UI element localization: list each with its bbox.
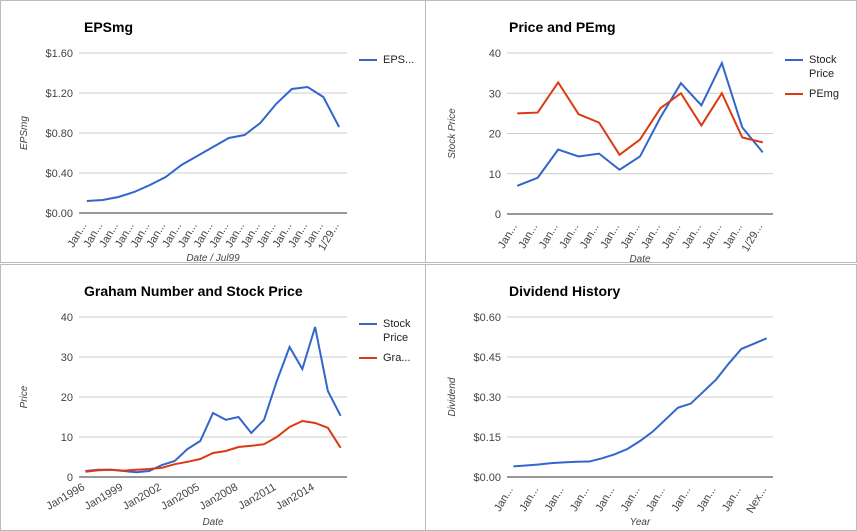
y-tick-label: $0.15 [473, 432, 501, 444]
x-tick-label: Jan... [644, 485, 668, 514]
legend-label: Gra... [383, 352, 411, 364]
legend-item: Gra... [359, 351, 423, 365]
x-tick-label: Jan... [593, 485, 617, 514]
y-axis-title: Stock Price [447, 108, 458, 159]
x-tick-label: Jan1996 [44, 481, 87, 513]
y-tick-label: $1.60 [45, 48, 73, 60]
y-tick-label: $1.20 [45, 88, 73, 100]
legend: Stock Price PEmg [785, 53, 849, 107]
y-tick-label: 40 [61, 312, 73, 324]
y-tick-label: $0.00 [45, 208, 73, 220]
legend-label: Stock Price [809, 54, 837, 80]
chart: Graham Number and Stock Price 0 10 20 30 40 Ja… [19, 283, 347, 528]
y-axis-title: EPSmg [19, 116, 30, 150]
y-axis-title: Price [19, 385, 30, 408]
x-tick-label: Jan... [669, 485, 693, 514]
legend-swatch [785, 93, 803, 95]
y-tick-label: 10 [61, 432, 73, 444]
series-line [86, 85, 341, 202]
legend-label: EPS... [383, 54, 415, 66]
legend-item: PEmg [785, 87, 849, 101]
chart-panel: Dividend History $0.00 $0.15 $0.30 $0.45 $0.6… [425, 264, 857, 531]
series-line [517, 80, 763, 157]
x-tick-label: Jan... [516, 222, 540, 251]
legend-swatch [359, 357, 377, 359]
series-line [513, 337, 768, 468]
x-tick-label: Jan... [543, 485, 567, 514]
y-tick-label: $0.40 [45, 168, 73, 180]
series-line [516, 60, 764, 187]
legend-item: Stock Price [785, 53, 849, 81]
x-axis-title: Date / Jul99 [186, 253, 240, 262]
legend-item: Stock Price [359, 317, 423, 345]
x-tick-label: Jan2014 [274, 481, 317, 513]
x-axis-title: Date [629, 254, 651, 262]
y-tick-label: $0.45 [473, 352, 501, 364]
y-axis-title: Dividend [447, 377, 458, 416]
x-tick-label: Jan... [660, 222, 684, 251]
series-line [85, 419, 342, 473]
chart: EPSmg$0.00$0.40$0.80$1.20$1.60Jan...Jan.… [19, 19, 347, 262]
x-tick-label: Jan... [695, 485, 719, 514]
x-tick-label: Jan2008 [197, 481, 240, 513]
x-tick-label: Jan2005 [159, 481, 202, 513]
y-tick-label: 10 [489, 169, 501, 181]
x-tick-label: Jan... [517, 485, 541, 514]
series-line [85, 326, 342, 474]
chart-title: Price and PEmg [509, 19, 616, 35]
x-tick-label: Jan... [598, 222, 622, 251]
chart-title: Dividend History [509, 283, 620, 299]
y-tick-label: 20 [489, 129, 501, 141]
x-tick-label: Jan... [557, 222, 581, 251]
chart-panel: EPSmg $0.00 $0.40 $0.80 $1.20 $1.60 Jan... Jan.… [0, 0, 426, 263]
y-tick-label: 40 [489, 48, 501, 60]
x-tick-label: Jan... [639, 222, 663, 251]
x-tick-label: Jan... [568, 485, 592, 514]
y-tick-label: 0 [67, 472, 73, 484]
y-tick-label: 30 [489, 88, 501, 100]
chart-panel: Graham Number and Stock Price 0 10 20 30 40 Ja… [0, 264, 426, 531]
y-tick-label: $0.00 [473, 472, 501, 484]
legend: Stock Price Gra... [359, 317, 423, 371]
legend: EPS... [359, 53, 423, 73]
legend-item: EPS... [359, 53, 423, 67]
x-tick-label: 1/29... [740, 222, 766, 254]
legend-label: PEmg [809, 88, 839, 100]
x-tick-label: Jan1999 [83, 481, 126, 513]
chart: Dividend History $0.00 $0.15 $0.30 $0.45 $0.6… [447, 283, 773, 528]
y-tick-label: $0.30 [473, 392, 501, 404]
x-tick-label: Jan... [492, 485, 516, 514]
chart: Price and PEmg010203040Jan...Jan...Jan..… [447, 19, 773, 262]
y-tick-label: $0.80 [45, 128, 73, 140]
x-tick-label: Jan2002 [121, 481, 164, 513]
x-tick-label: Jan2011 [236, 481, 278, 512]
x-tick-label: Jan... [720, 485, 744, 514]
x-tick-label: Jan... [701, 222, 725, 251]
chart-title: Graham Number and Stock Price [84, 283, 303, 299]
x-axis-title: Year [630, 517, 651, 528]
x-tick-label: Jan... [619, 222, 643, 251]
legend-label: Stock Price [383, 318, 411, 344]
y-tick-label: 30 [61, 352, 73, 364]
chart-title: EPSmg [84, 19, 133, 35]
legend-swatch [359, 323, 377, 325]
legend-swatch [359, 59, 377, 61]
x-tick-label: Jan... [619, 485, 643, 514]
x-axis-title: Date [202, 517, 224, 528]
chart-panel: Price and PEmg 0 10 20 30 40 Jan... Jan... Jan..… [425, 0, 857, 263]
legend-swatch [785, 59, 803, 61]
y-tick-label: 0 [495, 209, 501, 221]
x-tick-label: Jan... [680, 222, 704, 251]
y-tick-label: 20 [61, 392, 73, 404]
y-tick-label: $0.60 [473, 312, 501, 324]
x-tick-label: Jan... [496, 222, 520, 251]
x-tick-label: Jan... [578, 222, 602, 251]
x-tick-label: Jan... [537, 222, 561, 251]
x-tick-label: Nex... [745, 485, 770, 516]
